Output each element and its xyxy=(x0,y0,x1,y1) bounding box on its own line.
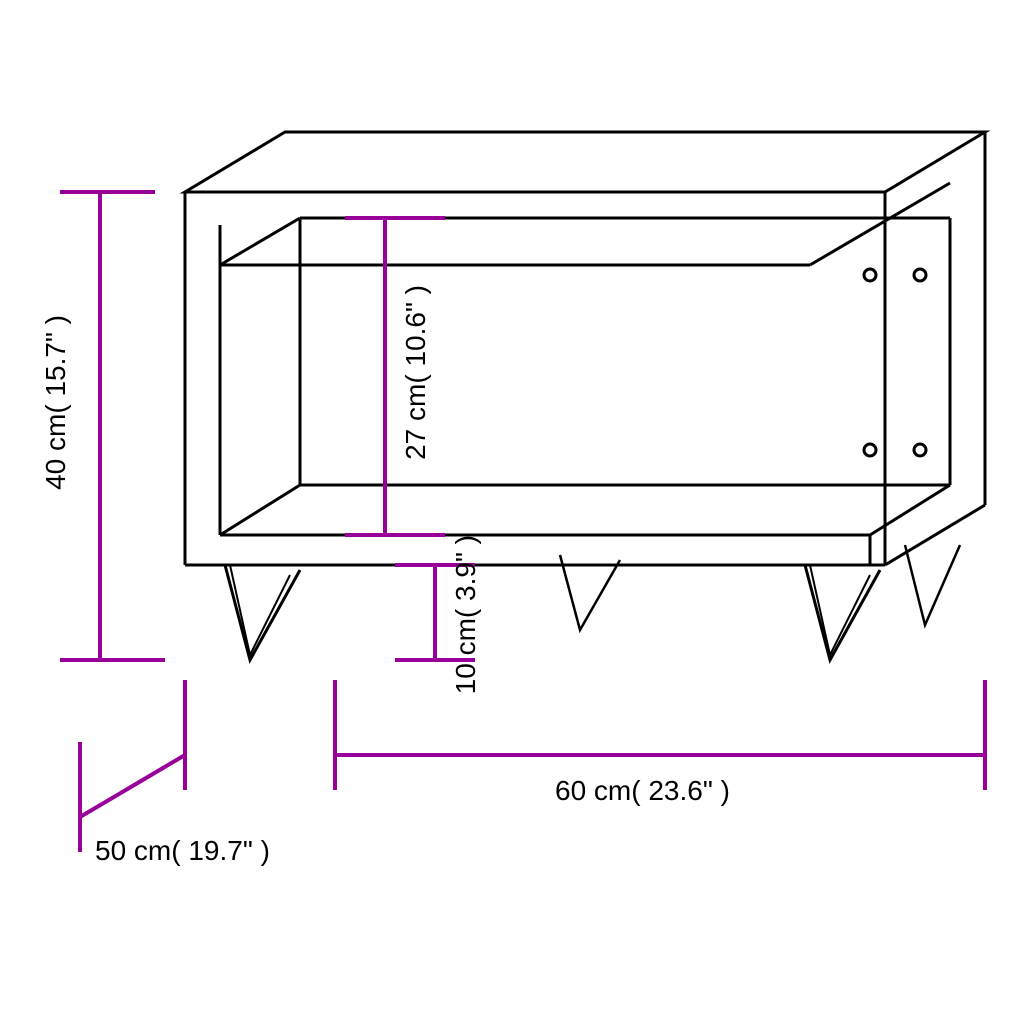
diagram-svg xyxy=(0,0,1024,1024)
dimension-diagram: 40 cm( 15.7" ) 27 cm( 10.6" ) 10 cm( 3.9… xyxy=(0,0,1024,1024)
dimension-lines xyxy=(60,192,985,852)
label-inner-height: 27 cm( 10.6" ) xyxy=(400,285,432,460)
furniture-outline xyxy=(185,132,985,660)
label-depth: 50 cm( 19.7" ) xyxy=(95,835,270,867)
label-total-height: 40 cm( 15.7" ) xyxy=(40,315,72,490)
label-leg-height: 10 cm( 3.9" ) xyxy=(450,535,482,694)
label-width: 60 cm( 23.6" ) xyxy=(555,775,730,807)
